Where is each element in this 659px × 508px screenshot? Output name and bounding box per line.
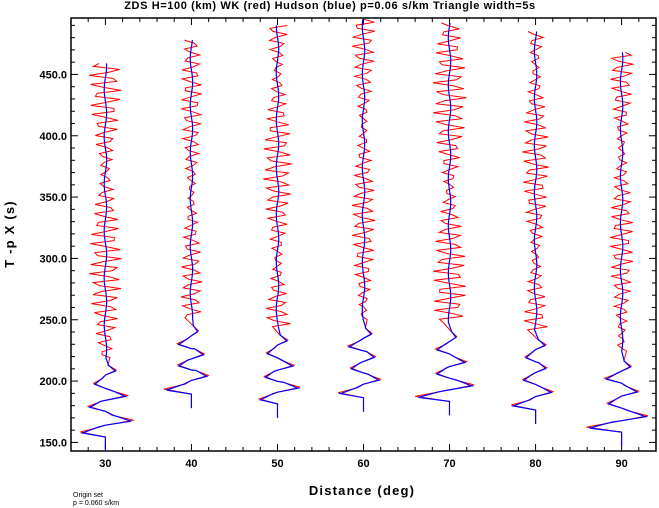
y-tick-label: 250.0 (39, 315, 67, 327)
x-tick-label: 50 (271, 458, 283, 470)
x-axis-title: Distance (deg) (309, 483, 415, 498)
footer-origin-note: Origin set (73, 492, 103, 499)
footer-ray-parameter-note: p = 0.060 s/km (73, 500, 119, 507)
chart-title: ZDS H=100 (km) WK (red) Hudson (blue) p=… (124, 0, 536, 12)
wk-trace-60 (338, 18, 382, 412)
y-tick-label: 450.0 (39, 69, 67, 81)
x-tick-label: 40 (185, 458, 197, 470)
wk-trace-80 (511, 31, 555, 424)
y-axis-title: T -p X (s) (2, 200, 17, 268)
hudson-trace-70 (418, 22, 475, 416)
wk-trace-90 (586, 51, 649, 447)
hudson-trace-40 (166, 40, 209, 409)
y-tick-label: 350.0 (39, 192, 67, 204)
x-tick-label: 30 (99, 458, 111, 470)
x-tick-label: 60 (357, 458, 369, 470)
wk-trace-70 (415, 22, 475, 416)
hudson-trace-60 (338, 19, 381, 412)
hudson-trace-90 (589, 52, 648, 447)
seismogram-traces (80, 18, 649, 451)
wk-trace-50 (257, 24, 301, 418)
x-axis: 30 40 50 60 70 80 90 (70, 18, 657, 470)
y-tick-label: 150.0 (39, 437, 67, 449)
y-tick-label: 400.0 (39, 131, 67, 143)
hudson-trace-80 (511, 31, 553, 424)
x-tick-label: 80 (529, 458, 541, 470)
y-tick-label: 300.0 (39, 253, 67, 265)
hudson-trace-50 (258, 25, 301, 418)
x-tick-label: 90 (615, 458, 627, 470)
y-axis: 150.0 200.0 250.0 300.0 350.0 400.0 450.0 (39, 24, 656, 449)
wk-trace-40 (163, 39, 210, 409)
hudson-trace-30 (80, 63, 132, 451)
y-tick-label: 200.0 (39, 376, 67, 388)
x-tick-label: 70 (443, 458, 455, 470)
